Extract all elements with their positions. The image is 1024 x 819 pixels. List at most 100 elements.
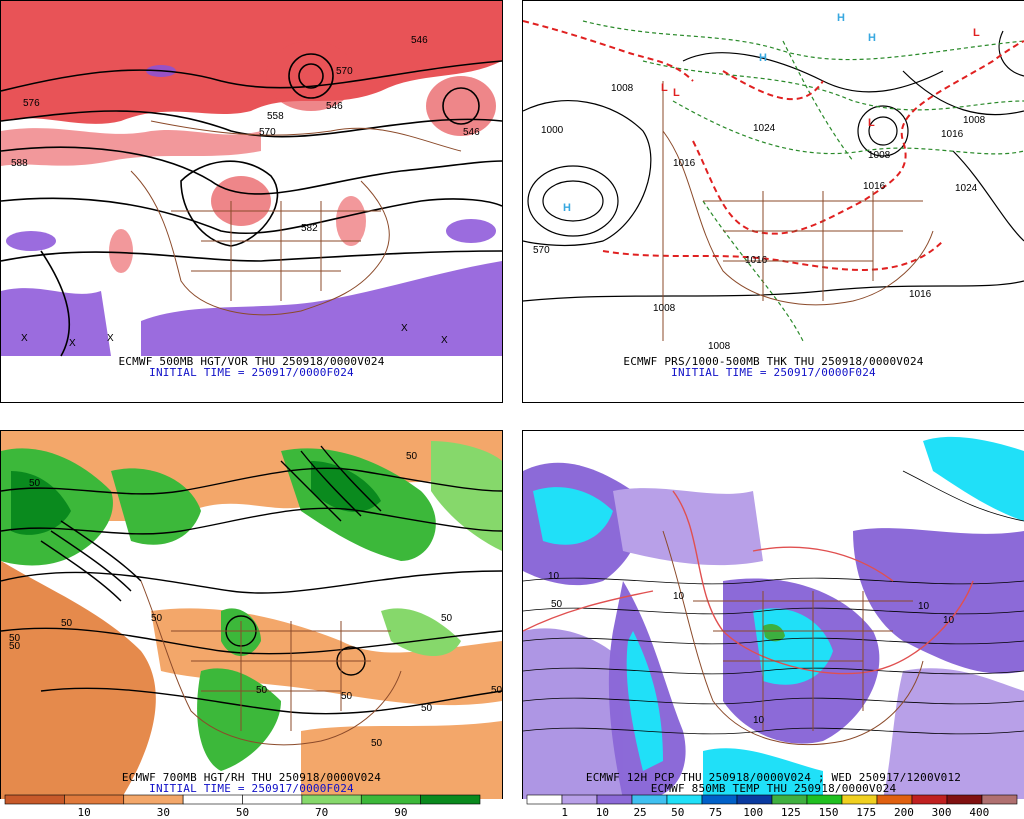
colorbar-tick-label: 150: [818, 806, 839, 819]
contour-label: 50: [9, 633, 21, 644]
colorbar-tick-label: 70: [315, 806, 329, 819]
thickness-contours-green: [582, 20, 1024, 342]
contour-label: 1008: [963, 115, 986, 126]
contour-label: 1000: [541, 125, 564, 136]
contour-label: 1016: [909, 289, 932, 300]
contour-label: 50: [406, 451, 418, 462]
contour-label: 558: [267, 111, 284, 122]
colorbar-swatch: [631, 794, 668, 805]
contour-label: 50: [9, 641, 21, 652]
vorticity-positive-fill: [1, 1, 502, 273]
colorbar-swatch: [876, 794, 913, 805]
colorbar-swatch: [301, 794, 362, 805]
contour-label: 570: [336, 66, 353, 77]
political-boundaries: [140, 580, 402, 746]
colorbar-tick-label: 100: [743, 806, 764, 819]
vorticity-symbol: X: [401, 323, 408, 334]
contour-label: 10: [673, 591, 685, 602]
contour-label: 1016: [745, 255, 768, 266]
colorbar-swatch: [360, 794, 421, 805]
contour-label: 50: [256, 685, 268, 696]
low-pressure-center: L: [973, 27, 980, 39]
low-pressure-center: L: [868, 117, 875, 129]
colorbar-swatch: [561, 794, 598, 805]
colorbar-swatch: [911, 794, 948, 805]
initial-time: INITIAL TIME = 250917/0000F024: [149, 366, 354, 379]
colorbar-swatch: [806, 794, 843, 805]
colorbar-swatch: [701, 794, 738, 805]
colorbar-tick-label: 175: [856, 806, 877, 819]
high-pressure-center: H: [563, 202, 571, 214]
contour-label: 582: [301, 223, 318, 234]
contour-label: 546: [326, 101, 343, 112]
contour-label: 546: [463, 127, 480, 138]
contour-label: 50: [371, 738, 383, 749]
political-boundaries: [130, 120, 462, 316]
contour-label: 50: [29, 478, 41, 489]
colorbar-swatch: [771, 794, 808, 805]
relative-humidity-fill: [1, 431, 502, 799]
political-boundaries: [662, 530, 924, 746]
colorbar-swatch: [242, 794, 303, 805]
contour-label: 50: [421, 703, 433, 714]
thickness-contours-red: [523, 20, 1024, 271]
colorbar-tick-label: 25: [633, 806, 647, 819]
panel-500mb-hgt-vor: 546 570 558 576 582 588 546 546 570 X X …: [0, 0, 503, 403]
political-boundaries: [662, 81, 934, 341]
vorticity-symbol: X: [69, 338, 76, 349]
contour-label: 1024: [955, 183, 978, 194]
contour-label: 50: [341, 691, 353, 702]
contour-label: 576: [23, 98, 40, 109]
colorbar-swatch: [736, 794, 773, 805]
contour-label: 50: [61, 618, 73, 629]
colorbar-tick-label: 50: [235, 806, 250, 819]
temperature-contours-warm: [523, 490, 974, 675]
colorbar-tick-label: 90: [394, 806, 408, 819]
contour-label: 10: [943, 615, 955, 626]
contour-label: 546: [411, 35, 428, 46]
contour-label: 1024: [753, 123, 776, 134]
contour-label: 50: [441, 613, 453, 624]
colorbar-tick-label: 75: [708, 806, 723, 819]
vorticity-symbol: X: [21, 333, 28, 344]
contour-label: 1016: [673, 158, 696, 169]
contour-label: 1016: [863, 181, 886, 192]
contour-label: 1016: [941, 129, 964, 140]
colorbar-swatch: [666, 794, 703, 805]
colorbar-tick-label: 10: [77, 806, 91, 819]
contour-label: 10: [548, 571, 560, 582]
colorbar-tick-label: 300: [931, 806, 952, 819]
colorbar-swatches: [526, 794, 1018, 805]
initial-time: INITIAL TIME = 250917/0000F024: [149, 782, 354, 795]
colorbar-swatch: [981, 794, 1018, 805]
high-pressure-center: H: [837, 12, 845, 24]
high-pressure-center: H: [868, 32, 876, 44]
colorbar-swatch: [420, 794, 481, 805]
panel-prs-thk: H H H H L L L L 1000 1008 1016 1024 1008…: [522, 0, 1024, 403]
colorbar-swatch: [182, 794, 243, 805]
colorbar-swatch: [526, 794, 563, 805]
vorticity-negative-fill: [1, 65, 502, 356]
map-700mb: 50 50 50 50 50 50 50 50 50 50 50 50: [1, 431, 502, 799]
colorbar-tick-label: 1: [561, 806, 568, 819]
map-precip: 10 10 10 10 50 10: [523, 436, 1024, 799]
contour-label: 570: [259, 127, 276, 138]
vorticity-symbol: X: [107, 333, 114, 344]
colorbar-tick-label: 200: [893, 806, 914, 819]
panel-caption: ECMWF 700MB HGT/RH THU 250918/0000V024: [121, 771, 382, 784]
colorbar-swatch: [841, 794, 878, 805]
contour-label: 10: [918, 601, 930, 612]
colorbar-tick-label: 125: [780, 806, 801, 819]
contour-label: 1008: [868, 150, 891, 161]
colorbar-swatch: [123, 794, 184, 805]
low-pressure-center: L: [661, 82, 668, 94]
panel-pcp-850temp: 10 10 10 10 50 10 ECMWF 12H PCP THU 2509…: [522, 430, 1024, 799]
colorbar-swatch: [4, 794, 65, 805]
contour-label: 50: [491, 685, 502, 696]
panel-caption: ECMWF 12H PCP THU 250918/0000V024 ; WED …: [585, 771, 962, 784]
colorbar-relative-humidity: 10 30 50 70 90: [0, 794, 501, 819]
contour-label: 1008: [653, 303, 676, 314]
panel-caption: ECMWF PRS/1000-500MB THK THU 250918/0000…: [623, 355, 924, 368]
contour-label: 50: [151, 613, 163, 624]
high-pressure-center: H: [759, 52, 767, 64]
